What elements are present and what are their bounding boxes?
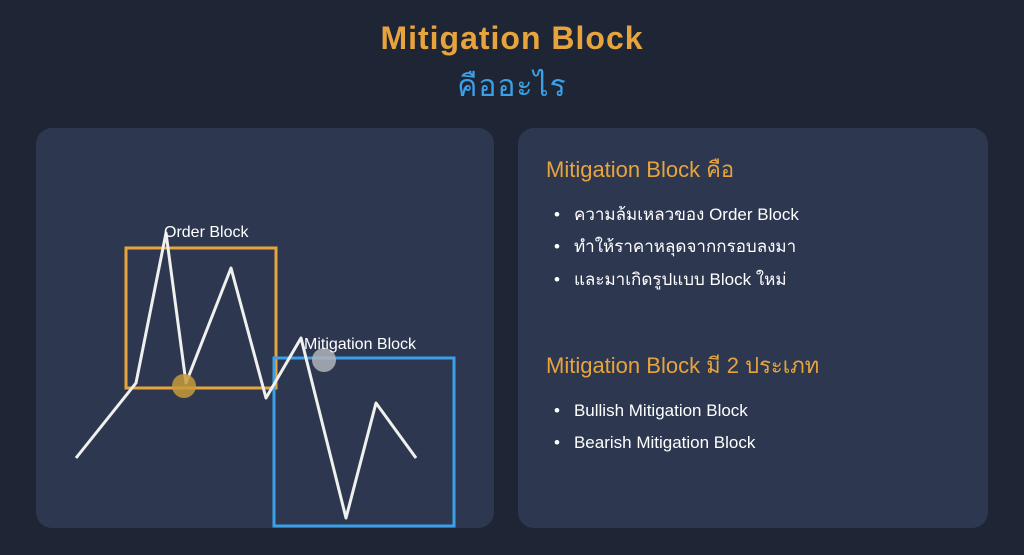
list-item: Bullish Mitigation Block xyxy=(554,395,960,427)
price-diagram xyxy=(36,128,494,528)
section-heading-1: Mitigation Block คือ xyxy=(546,152,960,187)
mitigation-block-rect xyxy=(274,358,454,526)
panels: Order Block Mitigation Block Mitigation … xyxy=(0,110,1024,528)
list-item: ทำให้ราคาหลุดจากกรอบลงมา xyxy=(554,231,960,263)
list-item: และมาเกิดรูปแบบ Block ใหม่ xyxy=(554,264,960,296)
title-main: Mitigation Block xyxy=(0,20,1024,57)
order-block-label: Order Block xyxy=(164,224,248,242)
order-dot xyxy=(172,374,196,398)
section-types: Mitigation Block มี 2 ประเภท Bullish Mit… xyxy=(546,348,960,460)
section-definition: Mitigation Block คือ ความล้มเหลวของ Orde… xyxy=(546,152,960,296)
section-heading-2: Mitigation Block มี 2 ประเภท xyxy=(546,348,960,383)
definition-list: ความล้มเหลวของ Order Blockทำให้ราคาหลุดจ… xyxy=(546,199,960,296)
diagram-panel: Order Block Mitigation Block xyxy=(36,128,494,528)
mitigation-block-label: Mitigation Block xyxy=(304,336,416,354)
title-sub: คืออะไร xyxy=(0,63,1024,110)
title-block: Mitigation Block คืออะไร xyxy=(0,0,1024,110)
list-item: ความล้มเหลวของ Order Block xyxy=(554,199,960,231)
list-item: Bearish Mitigation Block xyxy=(554,427,960,459)
types-list: Bullish Mitigation BlockBearish Mitigati… xyxy=(546,395,960,460)
info-panel: Mitigation Block คือ ความล้มเหลวของ Orde… xyxy=(518,128,988,528)
